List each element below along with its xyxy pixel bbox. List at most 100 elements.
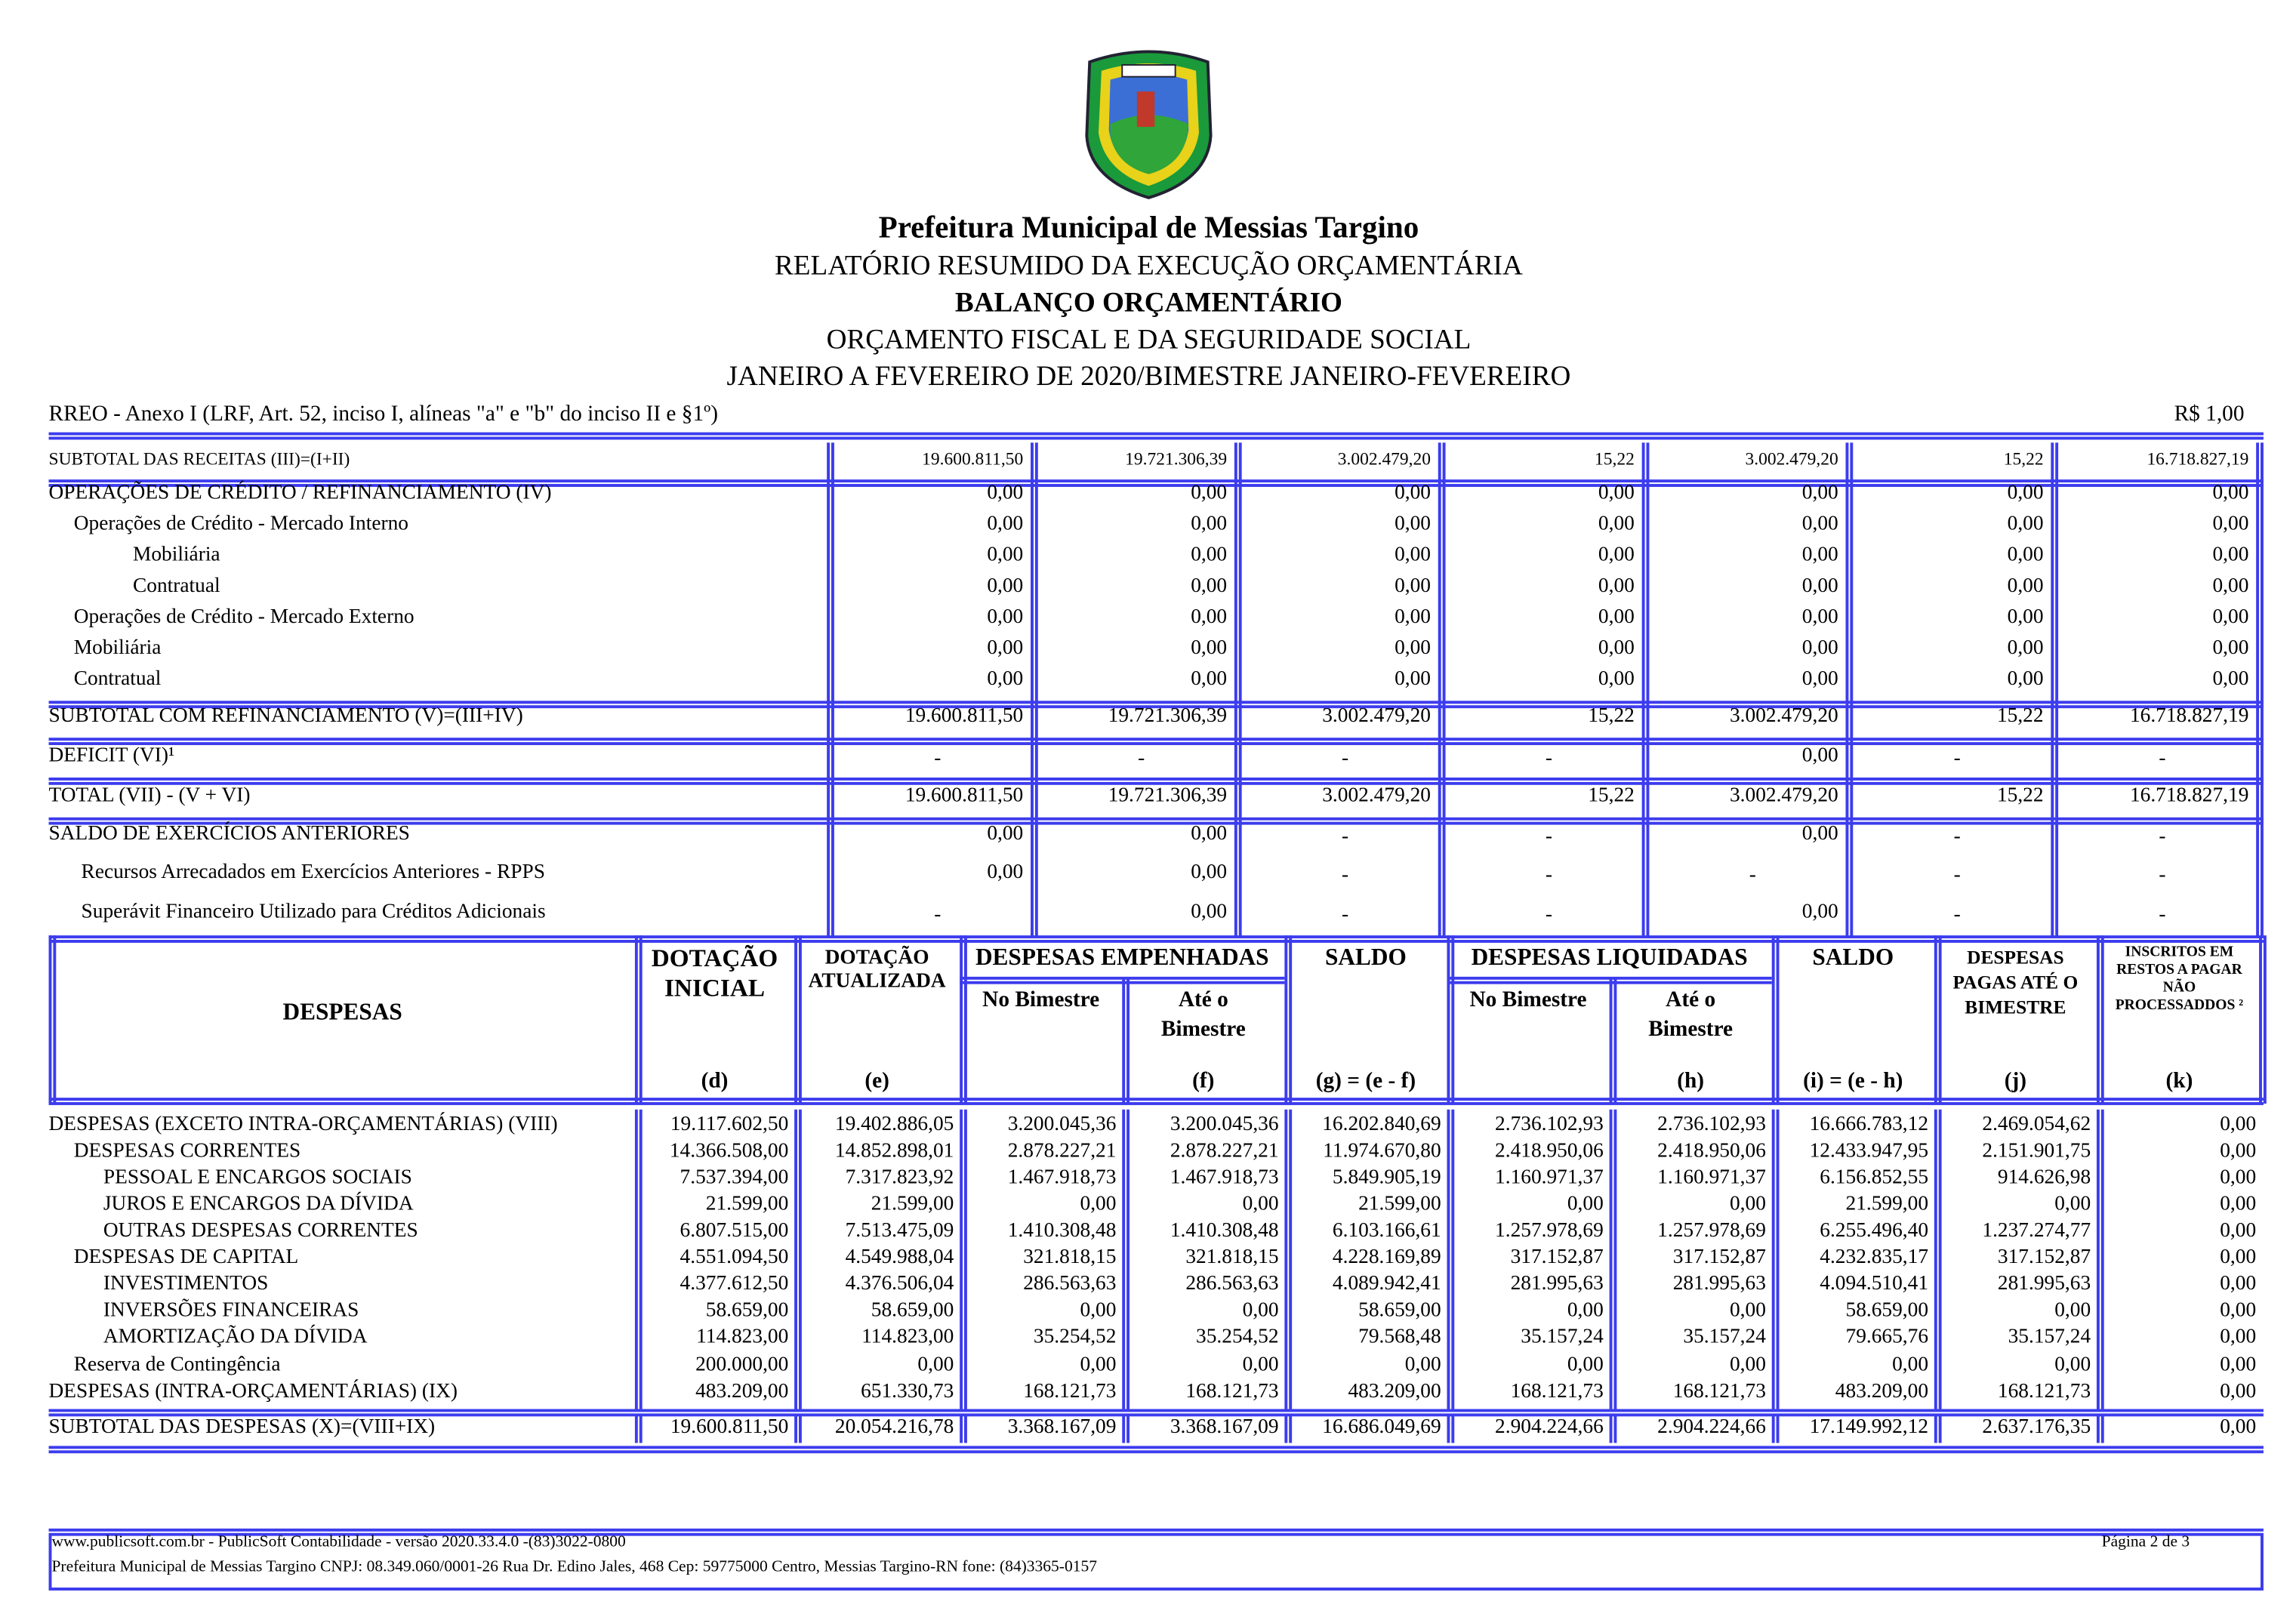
subtitle: JANEIRO A FEVEREIRO DE 2020/BIMESTRE JAN… (726, 361, 1571, 393)
cell: 0,00 (987, 636, 1024, 659)
rule (1447, 981, 1772, 984)
rule (48, 1098, 2264, 1101)
cell: 0,00 (2212, 513, 2249, 535)
rule (1284, 1109, 1287, 1409)
rule (48, 1532, 2264, 1535)
rule (798, 1415, 801, 1443)
cell: 2.878.227,21 (1007, 1140, 1117, 1163)
cell: - (2159, 825, 2166, 848)
cell: 0,00 (2054, 1354, 2091, 1376)
cell: 0,00 (1801, 636, 1838, 659)
rule (960, 981, 1285, 984)
rule (1776, 1109, 1779, 1409)
rule (798, 935, 801, 1104)
cell: 4.551.094,50 (680, 1246, 789, 1270)
row-label: Recursos Arrecadados em Exercícios Anter… (81, 861, 545, 883)
rule (1934, 1109, 1937, 1409)
cell: 651.330,73 (861, 1380, 954, 1403)
cell: 0,00 (1242, 1193, 1279, 1216)
cell: 0,00 (2054, 1300, 2091, 1323)
cell: 0,00 (2212, 482, 2249, 504)
cell: 4.094.510,41 (1820, 1273, 1929, 1296)
rule (2100, 935, 2103, 1104)
rule (964, 935, 966, 1104)
rule (1126, 1415, 1130, 1443)
rule (2100, 1415, 2103, 1443)
rule (960, 1109, 963, 1409)
cell: 0,00 (917, 1354, 954, 1376)
row-label: Operações de Crédito - Mercado Externo (73, 605, 415, 628)
cell: 15,22 (1996, 704, 2044, 727)
rule (2261, 1534, 2263, 1589)
rule (48, 1413, 2264, 1416)
cell: 15,22 (1595, 448, 1635, 470)
row-label: SUBTOTAL DAS DESPESAS (X)=(VIII+IX) (48, 1415, 436, 1438)
column-header: PAGAS ATÉ O (1952, 971, 2079, 993)
cell: 2.151.901,75 (1982, 1140, 2091, 1163)
rule (1776, 935, 1779, 1104)
rule (2055, 442, 2058, 938)
cell: - (1341, 747, 1349, 770)
subtitle: BALANÇO ORÇAMENTÁRIO (954, 287, 1342, 319)
cell: - (1953, 864, 1961, 886)
rule (1776, 1415, 1779, 1443)
cell: 14.852.898,01 (834, 1140, 954, 1163)
rule (794, 935, 797, 1104)
cell: 0,00 (987, 605, 1024, 628)
cell: 16.718.827,19 (2147, 448, 2249, 470)
row-label: TOTAL (VII) - (V + VI) (48, 784, 251, 807)
cell: 2.418.950,06 (1657, 1140, 1766, 1163)
cell: 0,00 (1080, 1193, 1117, 1216)
row-label: INVESTIMENTOS (103, 1273, 269, 1296)
cell: 0,00 (2212, 636, 2249, 659)
rule (634, 1109, 637, 1409)
cell: 0,00 (1598, 513, 1635, 535)
cell: 35.157,24 (1521, 1326, 1604, 1350)
column-header: Bimestre (1160, 1018, 1246, 1042)
cell: 317.152,87 (1510, 1246, 1604, 1270)
rule (1771, 935, 1774, 1104)
cell: 168.121,73 (1185, 1380, 1279, 1403)
rule (48, 935, 51, 1104)
cell: - (934, 904, 942, 926)
rule (964, 1109, 966, 1409)
cell: 21.599,00 (705, 1193, 789, 1216)
rule (1451, 1415, 1454, 1443)
cell: 0,00 (1395, 544, 1431, 566)
cell: 15,22 (1996, 784, 2044, 807)
column-header: INICIAL (664, 973, 766, 1002)
rule (1850, 442, 1853, 938)
rule (2051, 442, 2054, 938)
rule (634, 1415, 637, 1443)
coat-of-arms (1085, 50, 1213, 199)
rule (1122, 1415, 1125, 1443)
cell: 58.659,00 (1845, 1300, 1929, 1323)
rule (1122, 978, 1125, 1104)
cell: 0,00 (1404, 1354, 1441, 1376)
cell: 0,00 (1395, 574, 1431, 597)
footer-text: Prefeitura Municipal de Messias Targino … (51, 1558, 1098, 1577)
cell: 0,00 (1191, 544, 1228, 566)
cell: 0,00 (1395, 636, 1431, 659)
cell: 0,00 (1801, 822, 1838, 845)
rule (2096, 935, 2099, 1104)
cell: 0,00 (1801, 513, 1838, 535)
row-label: SUBTOTAL DAS RECEITAS (III)=(I+II) (48, 448, 350, 470)
cell: 21.599,00 (1845, 1193, 1929, 1216)
cell: 0,00 (1242, 1300, 1279, 1323)
cell: 0,00 (1729, 1193, 1766, 1216)
subtitle: RELATÓRIO RESUMIDO DA EXECUÇÃO ORÇAMENTÁ… (775, 250, 1523, 282)
cell: 0,00 (1801, 605, 1838, 628)
rule (2263, 935, 2266, 1104)
column-letter: (j) (2004, 1070, 2027, 1094)
cell: 0,00 (2212, 544, 2249, 566)
cell: 35.254,52 (1033, 1326, 1117, 1350)
cell: 3.002.479,20 (1729, 704, 1838, 727)
cell: 3.200.045,36 (1170, 1113, 1279, 1136)
rule (1284, 1415, 1287, 1443)
cell: 168.121,73 (1023, 1380, 1117, 1403)
rule (1613, 978, 1616, 1104)
cell: 4.089.942,41 (1332, 1273, 1441, 1296)
